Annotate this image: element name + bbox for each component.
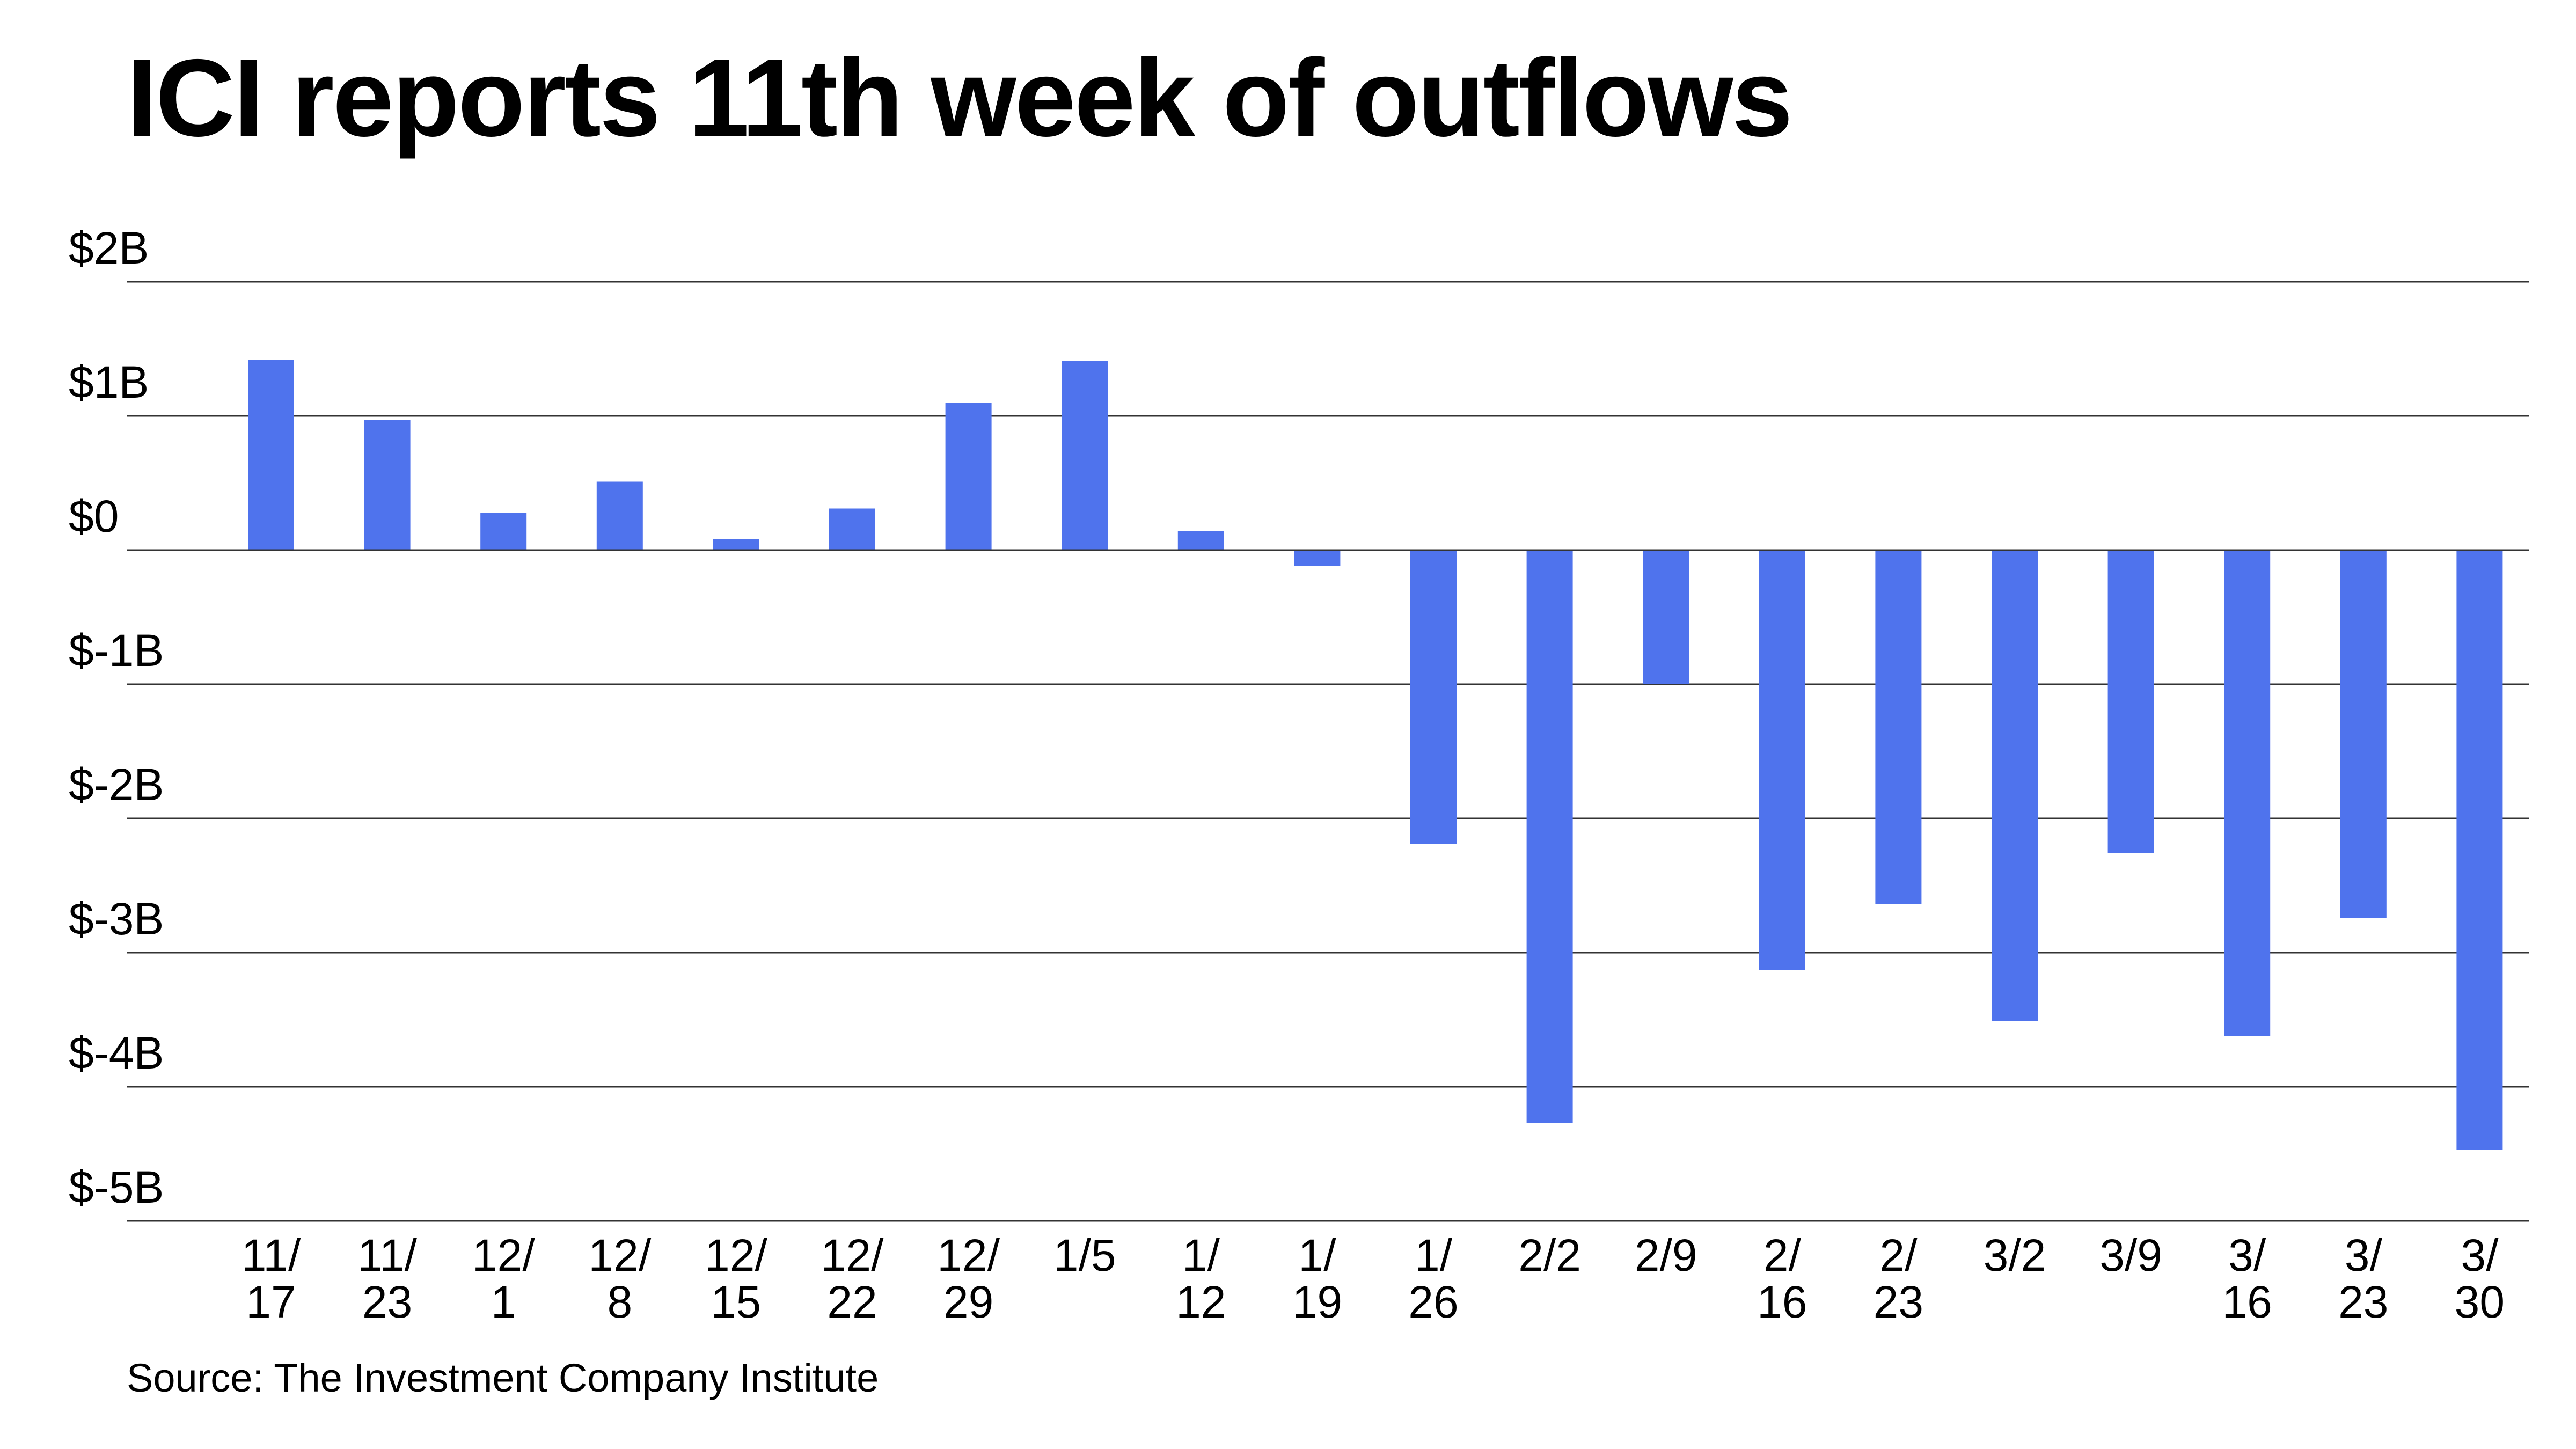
x-tick-label: 2/23 <box>1874 1230 1923 1327</box>
x-tick-label: 3/30 <box>2455 1230 2505 1327</box>
x-tick-label: 1/12 <box>1176 1230 1226 1327</box>
bar <box>2107 550 2154 853</box>
y-tick-label: $-4B <box>69 1028 164 1078</box>
bar <box>1992 550 2038 1021</box>
bar <box>1410 550 1457 844</box>
x-tick-label: 1/26 <box>1408 1230 1458 1327</box>
bar <box>713 539 759 550</box>
x-tick-label: 12/22 <box>821 1230 884 1327</box>
x-tick-label: 3/16 <box>2222 1230 2272 1327</box>
bar <box>1177 531 1224 550</box>
bar <box>1643 550 1689 684</box>
gridlines <box>127 281 2529 1222</box>
bar <box>1526 550 1573 1123</box>
y-tick-label: $2B <box>69 223 149 273</box>
x-tick-label: 3/9 <box>2099 1230 2162 1280</box>
x-tick-label: 1/19 <box>1292 1230 1342 1327</box>
y-tick-label: $-5B <box>69 1162 164 1212</box>
x-tick-label: 2/2 <box>1518 1230 1581 1280</box>
bar <box>1759 550 1805 970</box>
source-note: Source: The Investment Company Institute <box>127 1356 879 1400</box>
x-tick-label: 2/16 <box>1757 1230 1807 1327</box>
bar <box>364 420 411 550</box>
bar <box>829 508 875 550</box>
y-tick-label: $-2B <box>69 759 164 810</box>
y-tick-label: $1B <box>69 357 149 407</box>
y-tick-label: $0 <box>69 491 119 541</box>
bar <box>1294 550 1341 566</box>
bar <box>2224 550 2271 1036</box>
bar <box>2456 550 2503 1150</box>
y-axis-tick-labels: $2B $1B $0 $-1B $-2B $-3B $-4B $-5B <box>69 223 164 1212</box>
x-axis-tick-labels: 11/17 11/23 12/1 12/8 12/15 12/22 12/29 1/5 1/12… <box>241 1230 2505 1327</box>
y-tick-label: $-3B <box>69 894 164 944</box>
x-tick-label: 3/23 <box>2338 1230 2388 1327</box>
x-tick-label: 12/15 <box>705 1230 767 1327</box>
bar <box>2340 550 2387 918</box>
x-tick-label: 1/5 <box>1053 1230 1116 1280</box>
x-tick-label: 3/2 <box>1984 1230 2046 1280</box>
bar <box>248 360 294 550</box>
chart-title: ICI reports 11th week of outflows <box>127 36 1793 159</box>
bar <box>596 481 643 550</box>
x-tick-label: 2/9 <box>1635 1230 1697 1280</box>
x-tick-label: 12/1 <box>472 1230 535 1327</box>
bar <box>945 402 992 550</box>
x-tick-label: 12/29 <box>937 1230 1000 1327</box>
x-tick-label: 11/17 <box>241 1230 301 1327</box>
bar <box>480 513 527 550</box>
x-tick-label: 11/23 <box>357 1230 417 1327</box>
x-tick-label: 12/8 <box>588 1230 651 1327</box>
bar <box>1875 550 1922 904</box>
bar <box>1062 361 1108 550</box>
y-tick-label: $-1B <box>69 625 164 676</box>
bars <box>127 360 2529 1150</box>
